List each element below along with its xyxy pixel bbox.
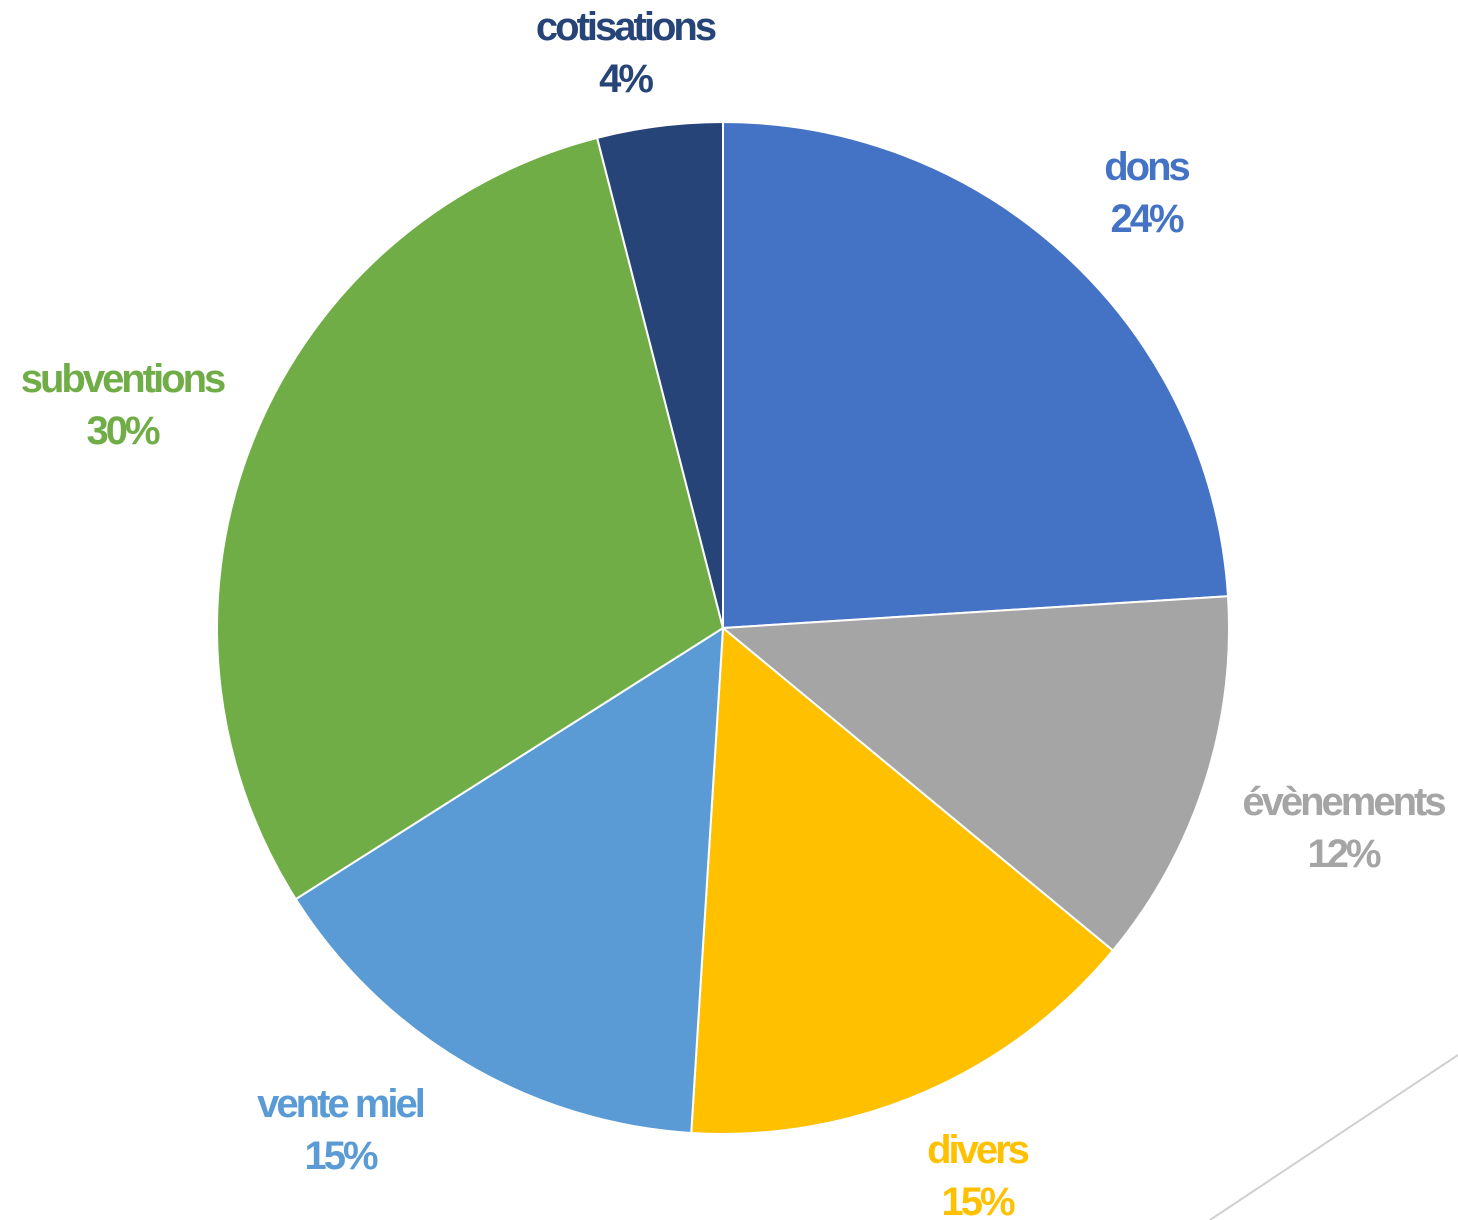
pie-slice-évènements	[720, 595, 1230, 952]
data-label-name: subventions	[21, 357, 225, 401]
pie-slice-subventions	[216, 136, 725, 901]
data-label-percent: 24%	[1110, 197, 1183, 241]
data-label-percent: 4%	[599, 57, 653, 101]
pie-labels: dons 24% évènements 12% divers 15% vente miel 1…	[21, 5, 1449, 1220]
data-label-percent: 15%	[941, 1180, 1014, 1220]
data-label-name: cotisations	[536, 5, 716, 49]
data-label-name: divers	[927, 1128, 1029, 1172]
pie-slices	[216, 120, 1230, 1135]
data-label-name: évènements	[1242, 780, 1445, 824]
pie-slice-cotisations	[595, 120, 724, 629]
data-label-name: vente miel	[257, 1082, 424, 1126]
pie-slice-divers	[690, 625, 1115, 1135]
data-label-name: dons	[1104, 145, 1189, 189]
pie-slice-vente-miel	[294, 626, 725, 1135]
data-label-percent: 15%	[304, 1134, 377, 1178]
decorative-divider-line	[1209, 1054, 1458, 1220]
pie-slice-dons	[722, 120, 1230, 630]
data-label-percent: 12%	[1307, 832, 1380, 876]
data-label-percent: 30%	[86, 409, 159, 453]
